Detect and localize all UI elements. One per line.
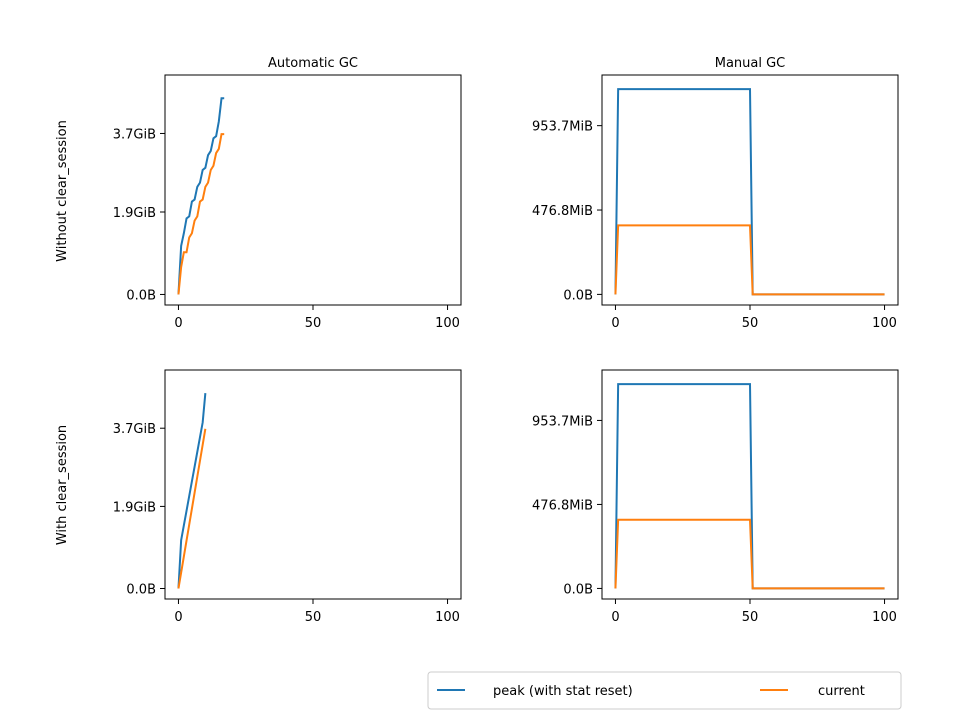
y-tick-label: 0.0B [563,582,593,597]
x-tick-label: 0 [611,610,619,625]
x-tick-label: 100 [872,316,897,331]
panel-automatic-gc-with-clear-session: With clear_session 0 50 100 0.0B 1.9GiB 3.7Gi… [55,369,462,625]
legend-label-current: current [818,684,865,699]
y-tick-label: 3.7GiB [113,422,156,437]
axes-frame [164,74,462,306]
plot-area: 0 50 100 0.0B 1.9GiB 3.7GiB [113,369,462,625]
y-tick-label: 0.0B [126,288,156,303]
panel-title: Manual GC [715,56,786,71]
series-line-peak [177,393,207,589]
plot-area: 0 50 100 0.0B 1.9GiB 3.7GiB [113,74,462,331]
legend: peak (with stat reset) current [427,671,902,710]
y-tick-label: 0.0B [126,582,156,597]
x-tick-label: 0 [611,316,619,331]
x-tick-label: 0 [174,316,182,331]
y-axis-label: With clear_session [55,425,70,545]
plot-area: 0 50 100 0.0B 476.8MiB 953.7MiB [532,369,899,625]
series-line-current [614,518,885,590]
y-tick-label: 476.8MiB [532,204,593,219]
y-tick-label: 953.7MiB [532,120,593,135]
legend-frame [427,671,902,710]
y-tick-label: 3.7GiB [113,127,156,142]
x-tick-label: 50 [742,316,759,331]
series-line-current [177,428,207,589]
series-line-peak [177,97,225,295]
panel-title: Automatic GC [268,56,358,71]
x-tick-label: 50 [305,316,322,331]
panel-manual-gc-with-clear-session: 0 50 100 0.0B 476.8MiB 953.7MiB [532,369,899,625]
plot-area: 0 50 100 0.0B 476.8MiB 953.7MiB [532,74,899,331]
panel-manual-gc-without-clear-session: Manual GC 0 50 100 0.0B 476.8MiB 953.7MiB [532,56,899,331]
legend-label-peak: peak (with stat reset) [493,684,633,699]
y-tick-label: 953.7MiB [532,414,593,429]
y-tick-label: 0.0B [563,288,593,303]
series-line-current [614,224,885,296]
panel-automatic-gc-without-clear-session: Automatic GC Without clear_session 0 50 10… [55,56,462,331]
series-line-peak [614,383,885,590]
x-tick-label: 0 [174,610,182,625]
y-tick-label: 1.9GiB [113,500,156,515]
y-tick-label: 1.9GiB [113,206,156,221]
x-tick-label: 50 [742,610,759,625]
series-line-current [177,133,225,295]
y-axis-label: Without clear_session [55,120,70,262]
x-tick-label: 100 [435,316,460,331]
x-tick-label: 100 [872,610,897,625]
x-tick-label: 100 [435,610,460,625]
y-tick-label: 476.8MiB [532,498,593,513]
x-tick-label: 50 [305,610,322,625]
axes-frame [164,369,462,600]
series-line-peak [614,88,885,296]
